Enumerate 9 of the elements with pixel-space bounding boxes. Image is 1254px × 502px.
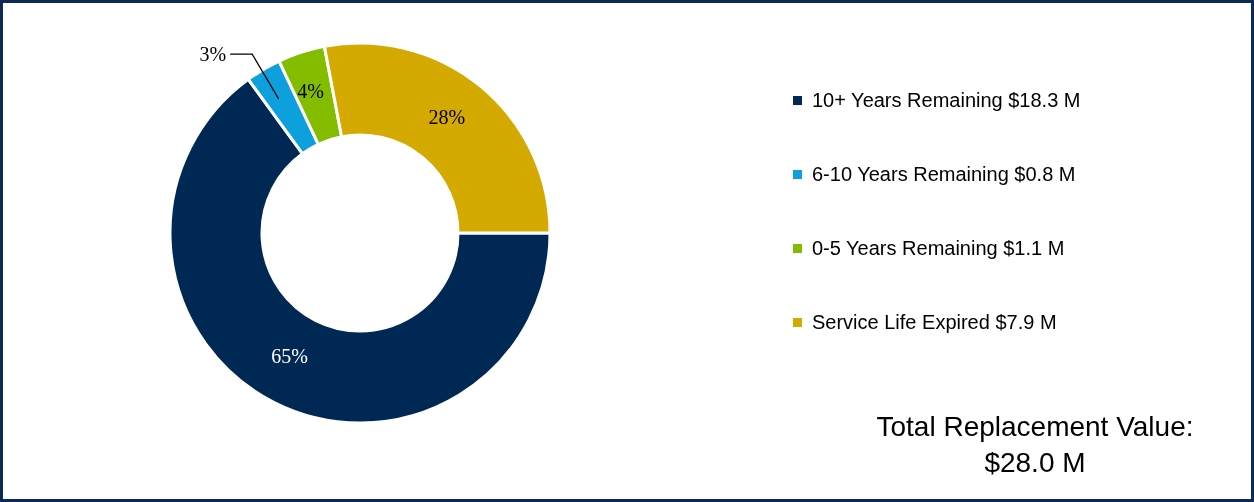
legend-label: 10+ Years Remaining $18.3 M	[812, 88, 1081, 112]
data-label: 4%	[297, 80, 324, 103]
legend-label: Service Life Expired $7.9 M	[812, 310, 1057, 334]
data-label: 28%	[428, 106, 466, 129]
data-label: 65%	[271, 345, 308, 368]
legend-label: 0-5 Years Remaining $1.1 M	[812, 236, 1065, 260]
data-label: 3%	[199, 43, 227, 66]
text: Total Replacement Value: $28.0 M	[875, 410, 1195, 480]
legend-label: 6-10 Years Remaining $0.8 M	[812, 162, 1076, 186]
